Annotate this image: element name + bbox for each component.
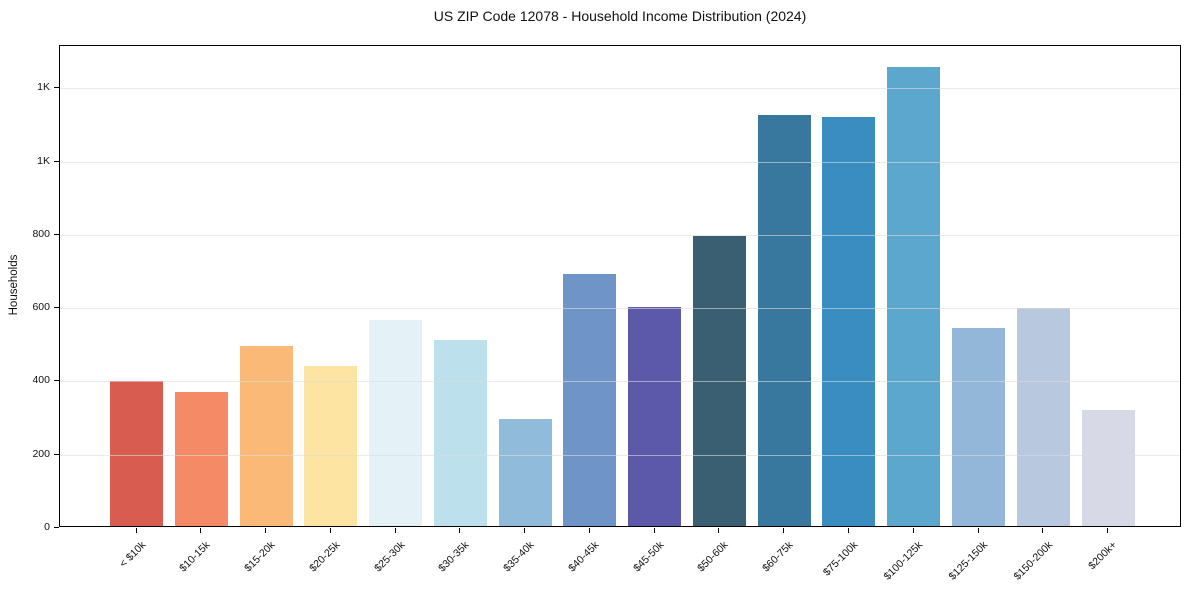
gridline-400 [60, 381, 1180, 383]
bar-$25-30k [369, 320, 423, 526]
x-tick-mark [265, 528, 267, 533]
bar-$100-125k [887, 67, 941, 526]
x-tick-mark [135, 528, 137, 533]
x-tick-mark [847, 528, 849, 533]
y-tick-mark [54, 307, 59, 309]
x-tick-mark [394, 528, 396, 533]
y-tick-mark [54, 453, 59, 455]
bar-$125-150k [952, 327, 1005, 526]
y-tick-mark [54, 380, 59, 382]
x-tick-label-text: $200k+ [1086, 539, 1120, 573]
bar-$75-100k [822, 116, 876, 526]
y-tick-label: 1K [37, 81, 50, 94]
y-tick-label: 800 [32, 227, 50, 240]
chart-title: US ZIP Code 12078 - Household Income Dis… [433, 8, 807, 24]
bar-$30-35k [433, 339, 487, 526]
y-tick-mark [54, 160, 59, 162]
gridline-1K [60, 161, 1180, 163]
gridline-200 [60, 454, 1180, 456]
y-tick-label: 600 [32, 301, 50, 314]
x-tick-mark [653, 528, 655, 533]
bar-< $10k [110, 380, 163, 526]
bar-$20-25k [304, 365, 358, 526]
y-tick-mark [54, 233, 59, 235]
x-tick-mark [912, 528, 914, 533]
bar-$15-20k [239, 346, 293, 526]
bar-$35-40k [498, 418, 552, 526]
x-tick-mark [1042, 528, 1044, 533]
y-tick-mark [54, 527, 59, 528]
x-tick-mark [588, 528, 590, 533]
x-tick-mark [200, 528, 202, 533]
y-tick-mark [54, 87, 59, 89]
y-tick-label: 200 [32, 447, 50, 460]
gridline-800 [60, 234, 1180, 236]
x-tick-mark [977, 528, 979, 533]
y-tick-label: 400 [32, 374, 50, 387]
x-tick-mark [459, 528, 461, 533]
bar-$10-15k [174, 391, 228, 526]
bar-$150-200k [1016, 308, 1070, 526]
x-tick-mark [329, 528, 331, 533]
bar-$40-45k [563, 274, 617, 526]
bar-$50-60k [692, 236, 746, 526]
x-tick-mark [718, 528, 720, 533]
bar-$60-75k [757, 115, 811, 526]
y-tick-label: 0 [44, 521, 50, 533]
gridline-1K [60, 88, 1180, 90]
x-tick-mark [524, 528, 526, 533]
plot-area [59, 45, 1181, 527]
x-tick-mark [783, 528, 785, 533]
bar-$200k+ [1081, 409, 1135, 526]
x-tick-label-$200k+: $200k+ [961, 535, 1119, 572]
x-tick-mark [1107, 528, 1109, 533]
gridline-600 [60, 308, 1180, 310]
bar-$45-50k [628, 306, 682, 526]
y-tick-label: 1K [37, 154, 50, 167]
